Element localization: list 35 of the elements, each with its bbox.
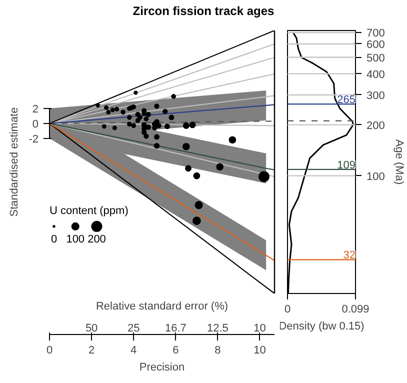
y-tick-label: 300 — [366, 90, 385, 102]
legend-label: 0 — [50, 233, 58, 246]
legend-label: 200 — [88, 233, 106, 246]
x-tick-label: 8 — [214, 344, 221, 356]
legend-title: U content (ppm) — [50, 205, 128, 218]
legend-label: 100 — [66, 233, 85, 246]
ref-line-label: 109 — [337, 159, 356, 172]
y-tick-label: 700 — [366, 28, 385, 40]
x-axis-title: Precision — [139, 362, 185, 374]
x-axis-title: Density (bw 0.15) — [278, 320, 364, 332]
x-tick-label: 0 — [46, 344, 53, 356]
chart-title: Zircon fission track ages — [132, 3, 274, 20]
y-tick-label: -2 — [28, 133, 38, 146]
x-tick-label: 4 — [130, 344, 137, 356]
x-tick-label: 2 — [88, 344, 95, 356]
y-tick-label: 400 — [366, 68, 385, 81]
ref-line-label: 32 — [343, 250, 356, 262]
text: 10 — [254, 322, 266, 334]
text: 50 — [85, 322, 98, 334]
ref-line-label: 265 — [337, 94, 356, 106]
x-tick-label: 6 — [172, 344, 179, 356]
y-tick-label: 2 — [32, 103, 39, 116]
x-tick-label: 10 — [254, 344, 266, 356]
x-tick-label: 0.099 — [342, 304, 370, 316]
text: Relative standard error (%) — [96, 300, 228, 312]
y-tick-label: 200 — [366, 120, 385, 132]
text: 16.7 — [164, 322, 186, 334]
y-tick-label: 100 — [366, 170, 385, 183]
y-axis-title: Age (Ma) — [392, 139, 405, 185]
y-tick-label: 600 — [366, 38, 385, 51]
y-tick-label: 0 — [32, 118, 39, 130]
text: 25 — [127, 322, 140, 334]
y-axis-title: Standardised estimate — [8, 107, 21, 217]
text: 12.5 — [207, 322, 228, 334]
y-tick-label: 500 — [366, 52, 385, 64]
